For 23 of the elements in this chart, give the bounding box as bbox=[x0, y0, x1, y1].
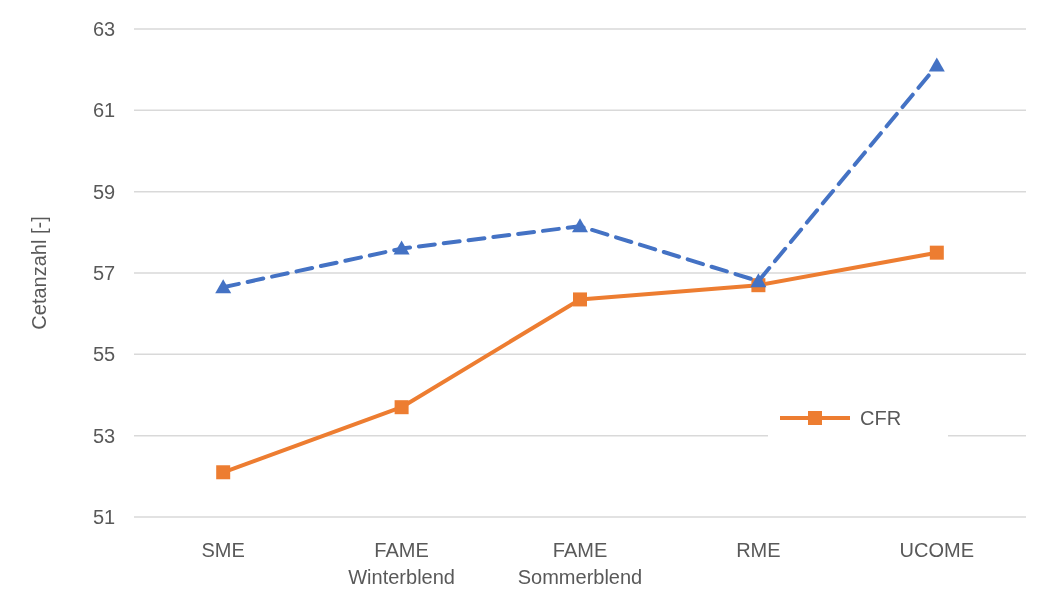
x-tick-label: SME bbox=[201, 539, 245, 561]
x-tick-label: RME bbox=[736, 539, 781, 561]
point bbox=[573, 292, 587, 307]
legend-label: CFR bbox=[860, 407, 902, 429]
point bbox=[393, 240, 410, 255]
y-tick-label: 55 bbox=[92, 343, 116, 366]
point bbox=[216, 465, 231, 480]
y-tick-label: 57 bbox=[92, 262, 116, 284]
y-tick-label: 51 bbox=[92, 506, 116, 528]
x-tick-label: FAME Sommerblend bbox=[517, 539, 643, 588]
point bbox=[928, 57, 945, 72]
y-tick-label: 59 bbox=[92, 180, 116, 203]
point bbox=[215, 279, 232, 294]
y-tick-label: 61 bbox=[92, 99, 116, 122]
point bbox=[929, 245, 944, 260]
y-axis-title: Cetanzahl [-] bbox=[28, 216, 50, 330]
point bbox=[572, 218, 588, 233]
point bbox=[394, 400, 409, 415]
x-tick-label: UCOME bbox=[899, 539, 975, 561]
x-tick-label: FAME Winterblend bbox=[348, 539, 455, 588]
point bbox=[750, 273, 767, 288]
y-tick-label: 53 bbox=[92, 424, 116, 447]
y-tick-label: 63 bbox=[92, 18, 116, 40]
